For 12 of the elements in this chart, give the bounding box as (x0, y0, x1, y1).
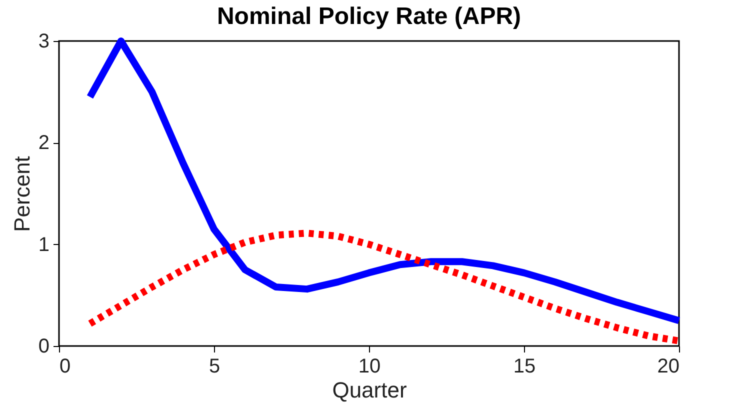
x-tick-label: 5 (208, 356, 220, 378)
chart-title: Nominal Policy Rate (APR) (216, 3, 522, 30)
x-axis-title: Quarter (332, 378, 407, 402)
y-tick-label: 3 (38, 30, 50, 52)
y-axis-title: Percent (9, 156, 34, 232)
y-tick-label: 2 (38, 132, 50, 154)
y-tick-label: 0 (38, 336, 50, 358)
x-tick-label: 20 (657, 356, 680, 378)
x-tick-label: 0 (60, 356, 71, 378)
x-tick-label: 15 (513, 356, 536, 378)
y-tick-label: 1 (38, 234, 50, 256)
x-tick-label: 10 (358, 356, 381, 378)
